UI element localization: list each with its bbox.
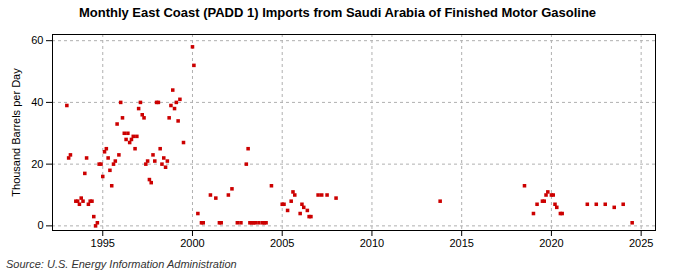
svg-text:1995: 1995 [91, 237, 115, 249]
svg-text:20: 20 [31, 158, 43, 170]
svg-text:2010: 2010 [360, 237, 384, 249]
svg-text:0: 0 [37, 219, 43, 231]
svg-text:2000: 2000 [180, 237, 204, 249]
svg-text:60: 60 [31, 34, 43, 46]
svg-text:2005: 2005 [270, 237, 294, 249]
svg-text:2015: 2015 [449, 237, 473, 249]
html-text:Monthly East Coast (PADD 1) Im: Monthly East Coast (PADD 1) Imports from… [78, 5, 597, 20]
svg-text:40: 40 [31, 96, 43, 108]
html-text:Source: U.S. Energy Informatio: Source: U.S. Energy Information Administ… [6, 258, 237, 270]
svg-text:2025: 2025 [629, 237, 653, 249]
svg-text:Thousand Barrels per Day: Thousand Barrels per Day [10, 68, 22, 197]
svg-text:2020: 2020 [539, 237, 563, 249]
